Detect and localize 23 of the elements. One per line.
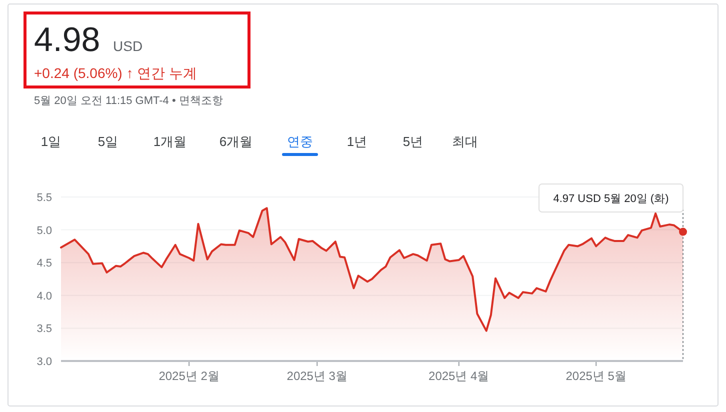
- text: 1일: [40, 134, 62, 149]
- y-tick-label: 3.5: [36, 323, 52, 336]
- y-tick-label: 5.0: [36, 224, 52, 237]
- x-tick-label: 2025년 2월: [158, 369, 220, 383]
- y-tick-label: 5.5: [36, 192, 52, 204]
- text: 5월 20일 오전 11:15 GMT-4 • 면책조항: [34, 95, 223, 107]
- x-tick-label: 2025년 3월: [286, 369, 348, 383]
- text: 1개월: [153, 134, 187, 149]
- text: 5일: [98, 134, 118, 149]
- text: 연중: [287, 134, 313, 149]
- annotation: 4.97 USD 5월 20일 (화): [553, 193, 669, 205]
- text: 최대: [452, 134, 478, 149]
- y-tick-label: 3.0: [36, 356, 52, 368]
- chart-title: 4.98: [34, 21, 100, 59]
- y-tick-label: 4.0: [36, 290, 52, 302]
- chart-subtitle: +0.24 (5.06%) ↑ 연간 누계: [34, 65, 198, 81]
- x-tick-label: 2025년 4월: [428, 369, 490, 383]
- y-tick-label: 4.5: [36, 258, 52, 270]
- text: 1년: [346, 134, 368, 149]
- x-tick-label: 2025년 5월: [566, 369, 626, 383]
- text: USD: [113, 38, 143, 54]
- text: 5년: [402, 134, 424, 149]
- text: 6개월: [219, 134, 253, 149]
